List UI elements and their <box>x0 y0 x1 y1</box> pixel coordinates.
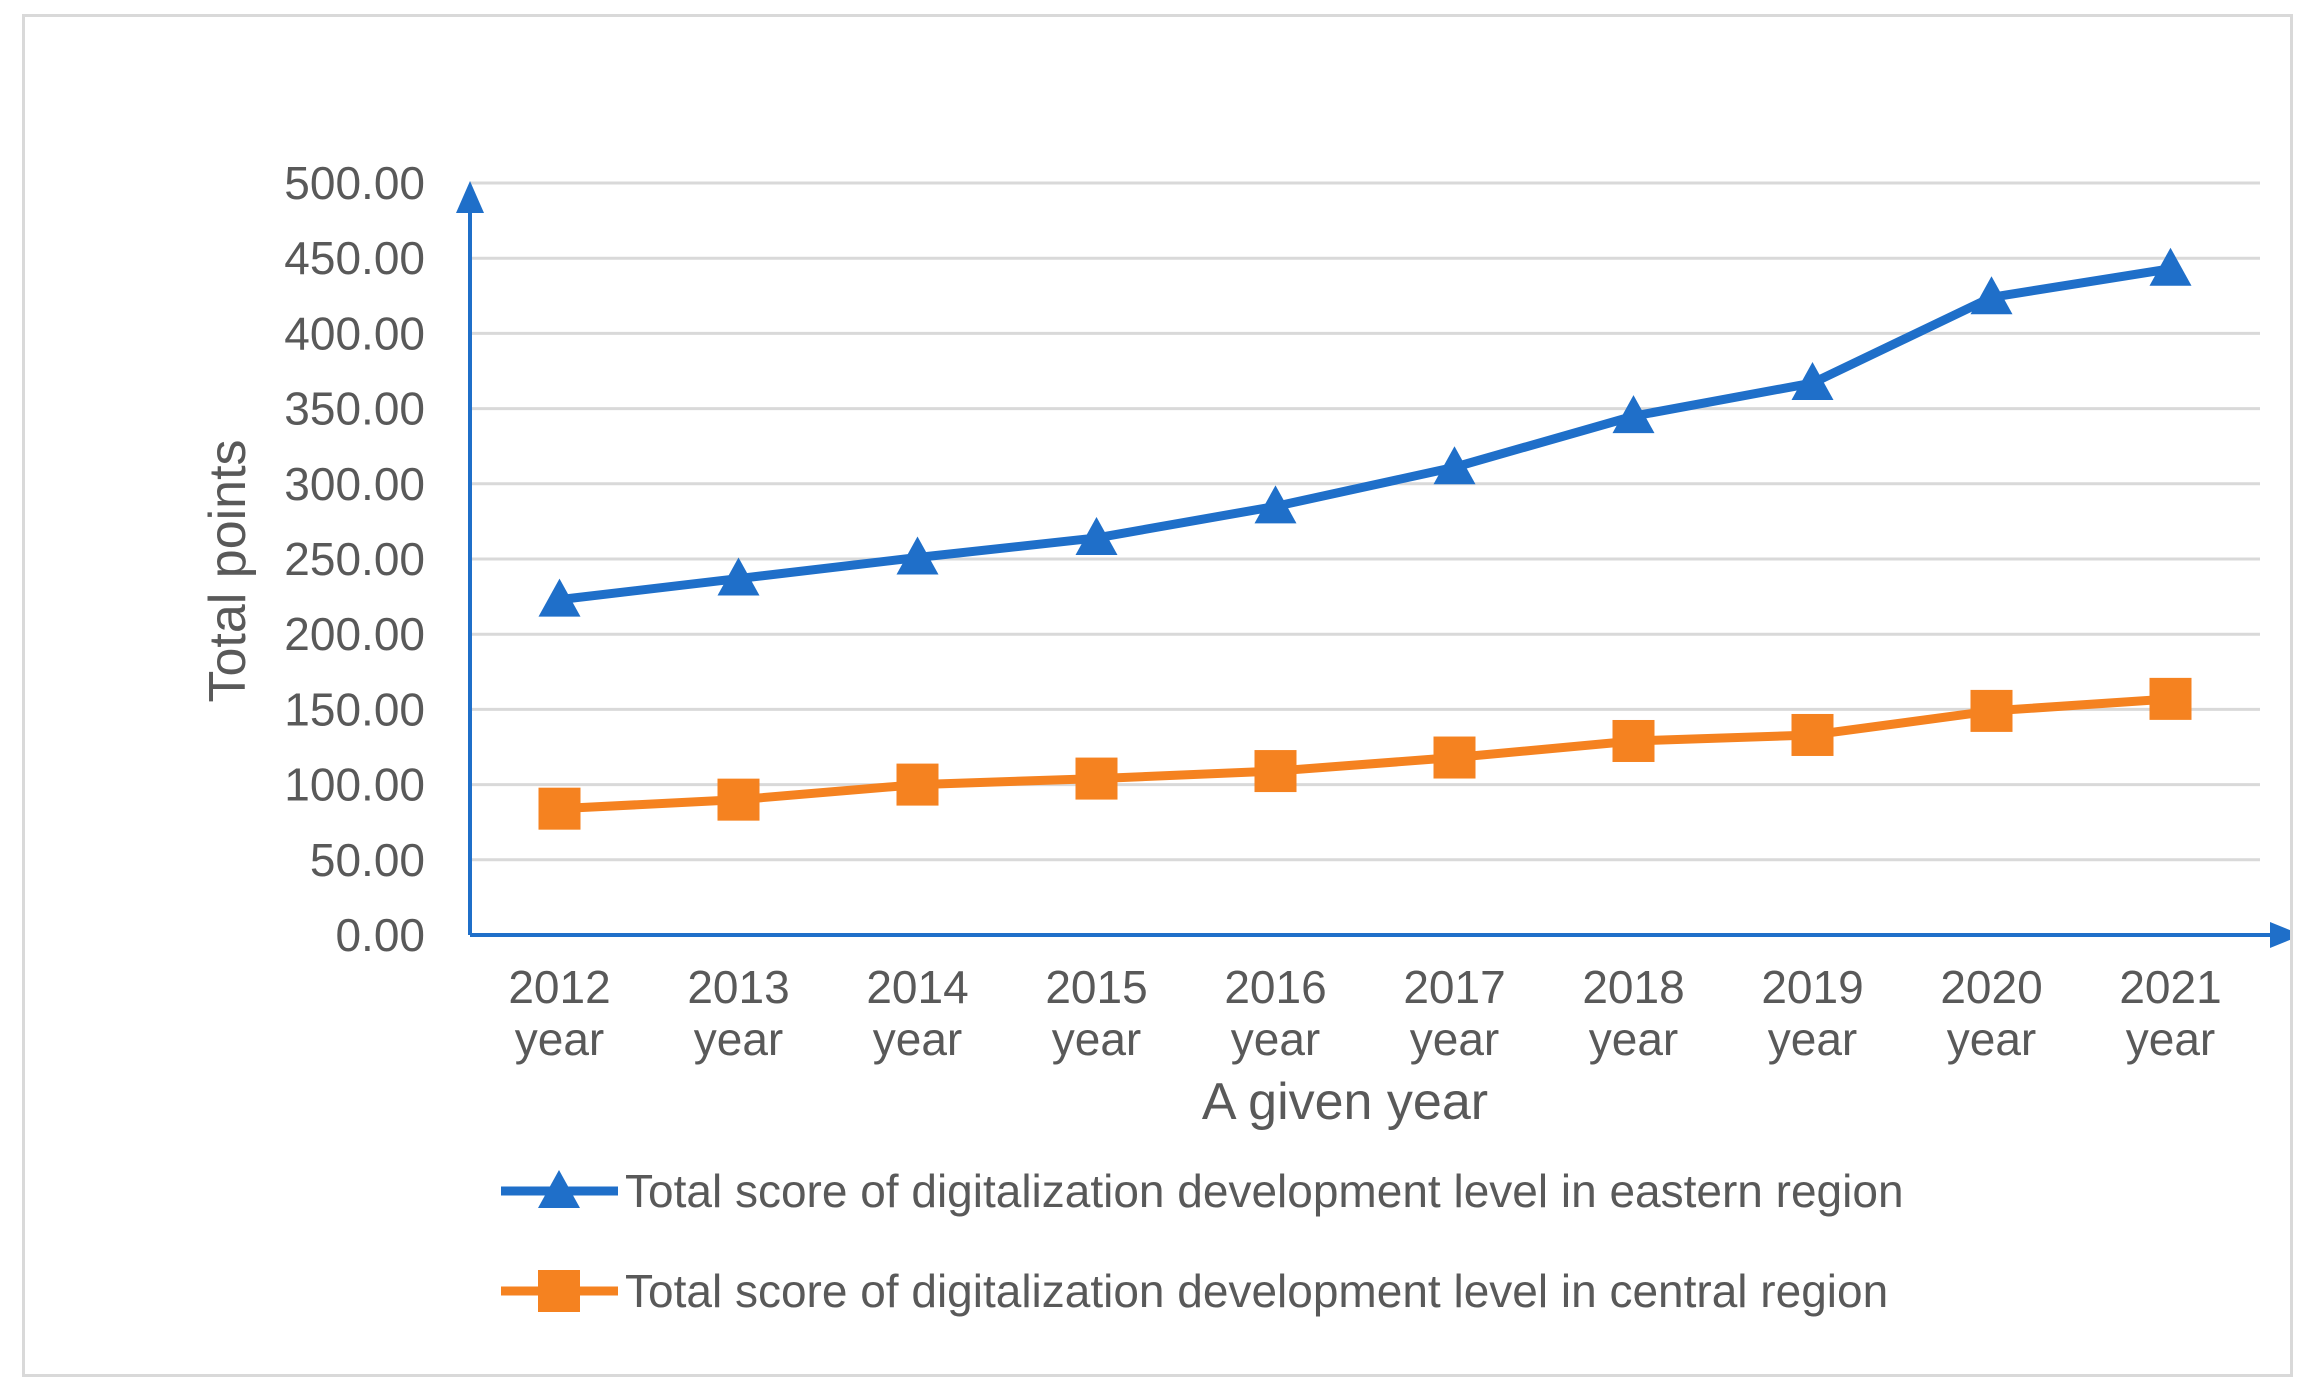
series-line <box>555 694 2175 814</box>
data-point-marker <box>1791 362 1834 401</box>
x-tick-label: 2014 year <box>866 961 968 1065</box>
data-point-marker <box>717 778 760 821</box>
y-tick-label: 150.00 <box>284 683 425 735</box>
x-tick-label: 2019 year <box>1761 961 1863 1065</box>
legend-label: Total score of digitalization developmen… <box>625 1165 1904 1217</box>
y-tick-label: 100.00 <box>284 759 425 811</box>
line-chart: 0.00 50.00 100.00 150.00 200.00 250.00 300.00 3… <box>199 157 2290 1317</box>
data-point-marker <box>896 536 939 575</box>
data-point-marker <box>1970 689 2013 732</box>
x-tick-label: 2012 year <box>508 961 610 1065</box>
x-tick-label: 2013 year <box>687 961 789 1065</box>
data-point-marker <box>1970 276 2013 315</box>
x-axis-arrow <box>2270 922 2290 948</box>
x-axis-title: A given year <box>1202 1073 1488 1131</box>
data-point-marker <box>1075 516 1118 555</box>
y-tick-labels: 0.00 50.00 100.00 150.00 200.00 250.00 300.00 3… <box>284 157 425 961</box>
y-tick-label: 300.00 <box>284 458 425 510</box>
series-eastern <box>538 247 2192 617</box>
legend-swatch-marker <box>538 1170 580 1208</box>
y-tick-label: 250.00 <box>284 533 425 585</box>
data-point-marker <box>538 578 581 617</box>
x-tick-label: 2015 year <box>1045 961 1147 1065</box>
legend: Total score of digitalization developmen… <box>501 1165 1904 1317</box>
y-axis-arrow <box>456 181 484 213</box>
data-point-marker <box>896 763 939 806</box>
data-point-marker <box>1433 446 1476 485</box>
legend-swatch-marker <box>538 1270 580 1312</box>
data-point-marker <box>1612 719 1655 762</box>
x-tick-label: 2016 year <box>1224 961 1326 1065</box>
legend-entry-eastern: Total score of digitalization developmen… <box>501 1165 1904 1217</box>
series-line <box>555 264 2175 605</box>
data-point-marker <box>1433 736 1476 779</box>
y-tick-label: 500.00 <box>284 157 425 209</box>
data-point-marker <box>717 557 760 596</box>
y-tick-label: 350.00 <box>284 383 425 435</box>
data-point-marker <box>1612 395 1655 434</box>
data-point-marker <box>2149 677 2192 720</box>
y-tick-label: 400.00 <box>284 307 425 359</box>
x-tick-labels: 2012 year 2013 year 2014 year 2015 year 2016 year… <box>508 961 2221 1065</box>
y-tick-label: 200.00 <box>284 608 425 660</box>
x-tick-label: 2020 year <box>1940 961 2042 1065</box>
data-point-marker <box>538 787 581 830</box>
data-point-marker <box>2149 247 2192 286</box>
series-layer <box>538 247 2192 830</box>
axes-layer <box>456 181 2290 948</box>
legend-entry-central: Total score of digitalization developmen… <box>501 1265 1888 1317</box>
data-point-marker <box>1791 713 1834 756</box>
y-tick-label: 0.00 <box>335 909 425 961</box>
series-central <box>538 677 2192 830</box>
x-tick-label: 2018 year <box>1582 961 1684 1065</box>
y-tick-label: 450.00 <box>284 232 425 284</box>
data-point-marker <box>1254 750 1297 793</box>
y-axis-title: Total points <box>199 439 257 702</box>
y-tick-label: 50.00 <box>310 834 425 886</box>
x-tick-label: 2021 year <box>2119 961 2221 1065</box>
data-point-marker <box>1254 485 1297 524</box>
data-point-marker <box>1075 757 1118 800</box>
x-tick-label: 2017 year <box>1403 961 1505 1065</box>
chart-frame: 0.00 50.00 100.00 150.00 200.00 250.00 300.00 3… <box>22 14 2293 1377</box>
legend-label: Total score of digitalization developmen… <box>625 1265 1888 1317</box>
